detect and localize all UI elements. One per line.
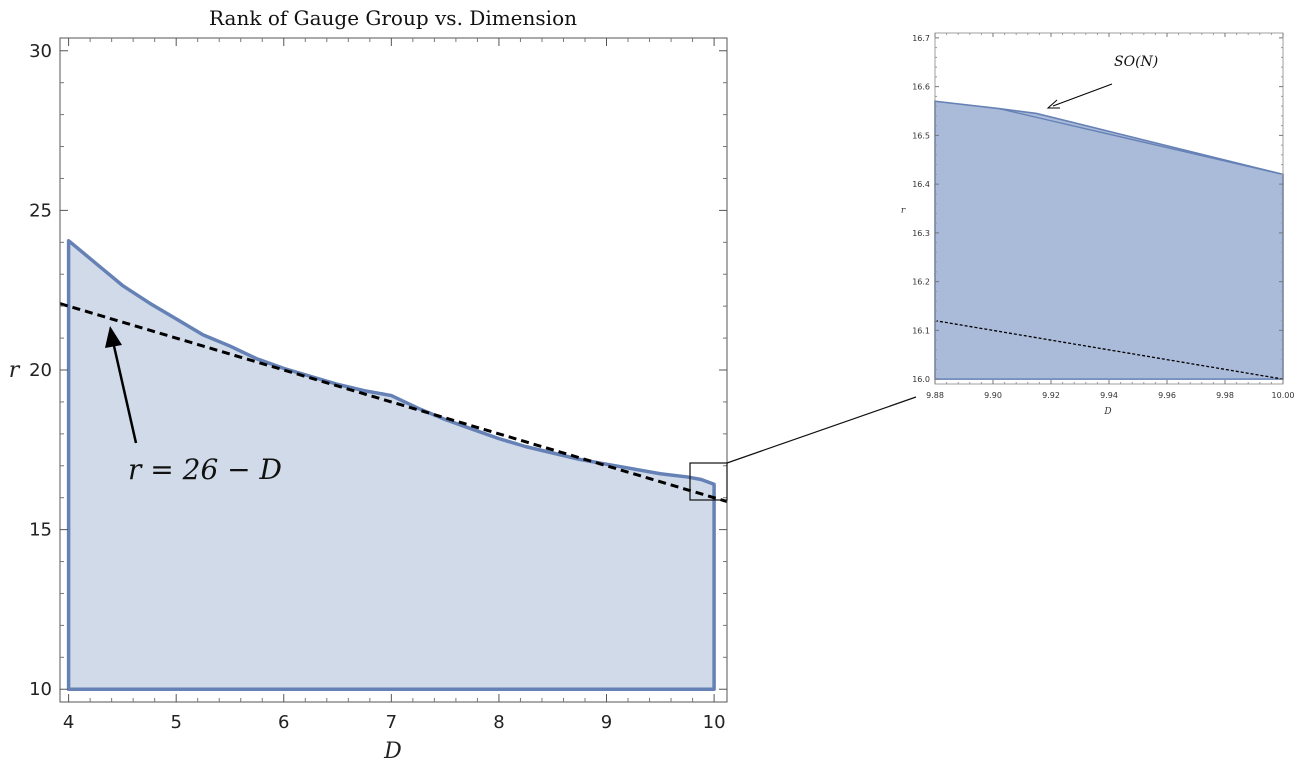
inset-y-tick-label: 16.1 <box>912 326 930 335</box>
inset-dotted-line <box>934 319 1284 380</box>
inset-x-tick-label: 10.00 <box>1272 391 1295 400</box>
main-x-tick-label: 7 <box>386 712 397 733</box>
main-y-tick-label: 15 <box>29 520 52 541</box>
inset-y-ticks: 16.0 16.1 16.2 16.3 16.4 16.5 16.6 16.7 <box>912 34 1283 384</box>
inset-x-tick-label: 9.88 <box>926 391 944 400</box>
main-y-tick-label: 10 <box>29 679 52 700</box>
main-x-tick-label: 9 <box>601 712 612 733</box>
main-x-tick-label: 8 <box>493 712 504 733</box>
inset-y-tick-label: 16.0 <box>912 375 930 384</box>
inset-x-tick-label: 9.94 <box>1100 391 1118 400</box>
main-plot-area: 4 5 6 7 8 9 10 10 15 20 25 30 <box>29 37 728 733</box>
main-chart-title: Rank of Gauge Group vs. Dimension <box>209 6 577 30</box>
inset-y-tick-label: 16.3 <box>912 229 930 238</box>
main-x-tick-label: 5 <box>170 712 181 733</box>
main-annotation-arrow <box>105 326 138 444</box>
inset-plot-area: 9.88 9.90 9.92 9.94 9.96 9.98 10.00 16.016.116… <box>912 32 1294 400</box>
inset-x-ticks: 9.88 9.90 9.92 9.94 9.96 9.98 10.00 <box>926 33 1294 400</box>
main-y-tick-label: 25 <box>29 200 52 221</box>
main-y-axis-label: r <box>9 358 21 383</box>
inset-annotation-arrow <box>1046 83 1113 109</box>
inset-annotation-label: SO(N) <box>1114 54 1158 70</box>
inset-y-axis-label: r <box>901 206 906 216</box>
zoom-connector-line <box>726 396 917 464</box>
inset-y-tick-label: 16.4 <box>912 180 930 189</box>
inset-y-tick-label: 16.6 <box>912 83 930 92</box>
main-dashed-line <box>59 302 728 503</box>
main-annotation-label: r = 26 − D <box>128 453 282 486</box>
main-x-tick-label: 4 <box>63 712 74 733</box>
inset-y-tick-label: 16.7 <box>912 34 930 43</box>
main-y-tick-label: 20 <box>29 360 52 381</box>
inset-x-tick-label: 9.92 <box>1042 391 1060 400</box>
inset-x-axis-label: D <box>1103 407 1111 417</box>
inset-x-tick-label: 9.96 <box>1158 391 1176 400</box>
inset-so-n-curve <box>998 107 1284 176</box>
inset-y-tick-label: 16.2 <box>912 278 930 287</box>
main-x-ticks: 4 5 6 7 8 9 10 <box>63 38 726 733</box>
main-x-axis-label: D <box>383 739 402 764</box>
inset-feasible-region <box>934 100 1284 380</box>
main-x-tick-label: 10 <box>703 712 726 733</box>
main-y-ticks: 10 15 20 25 30 <box>29 41 727 700</box>
inset-x-tick-label: 9.98 <box>1216 391 1234 400</box>
zoom-region-box <box>689 462 728 501</box>
main-x-tick-label: 6 <box>278 712 289 733</box>
inset-y-tick-label: 16.5 <box>912 131 930 140</box>
main-y-tick-label: 30 <box>29 41 52 62</box>
inset-x-tick-label: 9.90 <box>984 391 1002 400</box>
